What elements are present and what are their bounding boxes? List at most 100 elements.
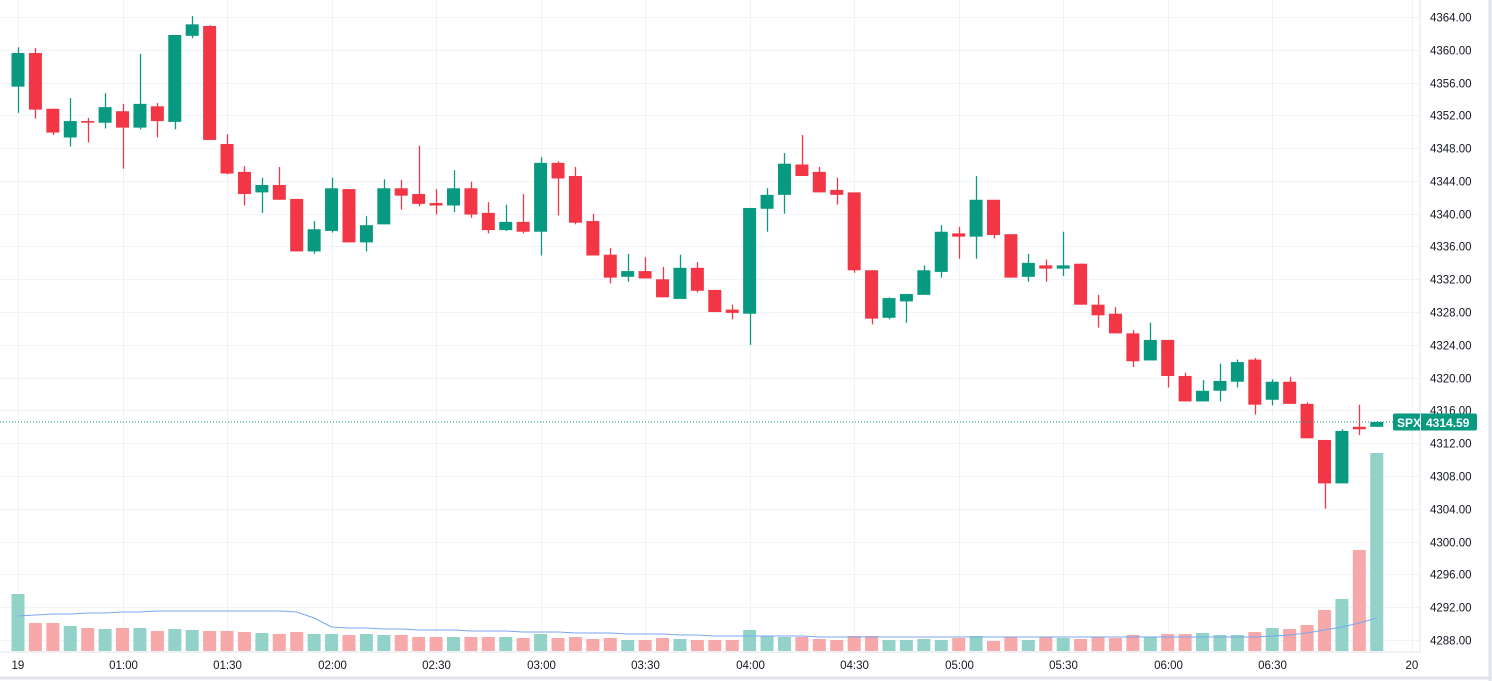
volume-bar	[743, 630, 757, 651]
candle-body	[847, 192, 861, 271]
candle-body	[237, 171, 251, 195]
volume-bar	[847, 636, 861, 651]
volume-bar	[865, 636, 879, 651]
volume-bar	[412, 637, 426, 651]
candle-body	[1318, 439, 1331, 484]
volume-bar	[342, 635, 356, 651]
candle-body	[1196, 390, 1210, 402]
volume-bar	[1108, 638, 1122, 651]
volume-bar	[116, 628, 130, 651]
candle-body	[516, 221, 530, 232]
volume-bar	[725, 640, 739, 651]
volume-bar	[1196, 633, 1210, 651]
candle-body	[464, 188, 478, 215]
candle-body	[777, 163, 791, 195]
volume-bar	[133, 628, 147, 651]
candle-body	[1004, 234, 1018, 278]
price-tick-label: 4296.00	[1430, 570, 1472, 582]
time-tick-label: 19	[12, 660, 25, 672]
price-tick-label: 4292.00	[1430, 603, 1472, 615]
candle-body	[412, 194, 426, 204]
price-axis[interactable]: 4364.00 4360.00 4356.00 4352.00 4348.00 4344.…	[1430, 13, 1472, 648]
price-tick-label: 4356.00	[1430, 79, 1472, 91]
candle-body	[203, 25, 217, 140]
candle-body	[185, 24, 199, 36]
candle-body	[1143, 339, 1157, 361]
volume-bar	[1300, 625, 1314, 651]
candle-body	[116, 111, 130, 128]
volume-bar	[481, 637, 495, 651]
time-tick-label: 04:00	[736, 660, 765, 672]
symbol-label: SPX	[1397, 416, 1421, 430]
candle-body	[830, 189, 844, 195]
volume-bar	[203, 631, 217, 651]
volume-bar	[917, 639, 931, 651]
volume-bar	[1021, 640, 1035, 651]
price-tick-label: 4364.00	[1430, 13, 1472, 25]
candle-body	[534, 162, 548, 232]
volume-bar	[447, 637, 460, 651]
candle-body	[1178, 376, 1192, 402]
volume-bar	[1335, 599, 1349, 651]
candle-body	[899, 294, 913, 302]
candle-body	[63, 121, 77, 138]
volume-bar	[1091, 637, 1105, 651]
candle-body	[708, 289, 722, 313]
candle-body	[568, 175, 582, 223]
volume-bar	[777, 637, 791, 651]
time-tick-label: 03:30	[631, 660, 660, 672]
candle-body	[638, 271, 652, 279]
candle-body	[882, 298, 896, 318]
candle-body	[11, 53, 25, 87]
candle-body	[673, 267, 687, 299]
volume-bar	[272, 634, 286, 651]
candle-body	[394, 188, 408, 196]
candle-body	[447, 188, 460, 206]
volume-bar	[708, 640, 722, 651]
candle-body	[551, 162, 565, 179]
volume-bar	[812, 639, 826, 651]
price-tick-label: 4328.00	[1430, 308, 1472, 320]
candle-body	[812, 171, 826, 193]
volume-bar	[255, 633, 269, 651]
price-tick-label: 4312.00	[1430, 439, 1472, 451]
time-tick-label: 05:00	[945, 660, 974, 672]
price-tick-label: 4300.00	[1430, 538, 1472, 550]
volume-bar	[638, 640, 652, 651]
price-axis-bg	[1420, 0, 1492, 681]
candle-body	[1265, 381, 1279, 400]
volume-bar	[1352, 550, 1366, 651]
volume-bar	[185, 630, 199, 651]
volume-bar	[1126, 635, 1140, 651]
candle-body	[865, 270, 879, 319]
volume-bar	[568, 637, 582, 651]
volume-bar	[830, 640, 844, 651]
volume-bar	[1143, 637, 1157, 651]
candle-body	[168, 35, 182, 122]
candle-body	[429, 203, 443, 206]
candle-body	[1230, 362, 1244, 382]
candle-body	[1161, 339, 1175, 377]
candle-body	[603, 254, 617, 278]
candle-body	[220, 144, 234, 174]
candle-body	[28, 53, 42, 110]
volume-bar	[63, 626, 77, 651]
candle-body	[586, 221, 600, 256]
time-tick-label: 02:00	[318, 660, 347, 672]
candle-body	[987, 199, 1001, 236]
time-tick-label: 06:00	[1154, 660, 1183, 672]
volume-bar	[1230, 635, 1244, 651]
price-tick-label: 4304.00	[1430, 505, 1472, 517]
price-tick-label: 4308.00	[1430, 472, 1472, 484]
volume-bar	[11, 594, 25, 651]
volume-bar	[621, 640, 635, 651]
candle-body	[342, 189, 356, 243]
volume-bar	[952, 638, 966, 651]
grid	[0, 0, 1420, 652]
candle-body	[377, 188, 391, 225]
price-tick-label: 4344.00	[1430, 177, 1472, 189]
time-tick-label: 01:30	[213, 660, 242, 672]
volume-bar	[586, 639, 600, 651]
time-axis[interactable]: 19 01:00 01:30 02:00 02:30 03:00 03:30 04:00 04:…	[12, 660, 1419, 672]
